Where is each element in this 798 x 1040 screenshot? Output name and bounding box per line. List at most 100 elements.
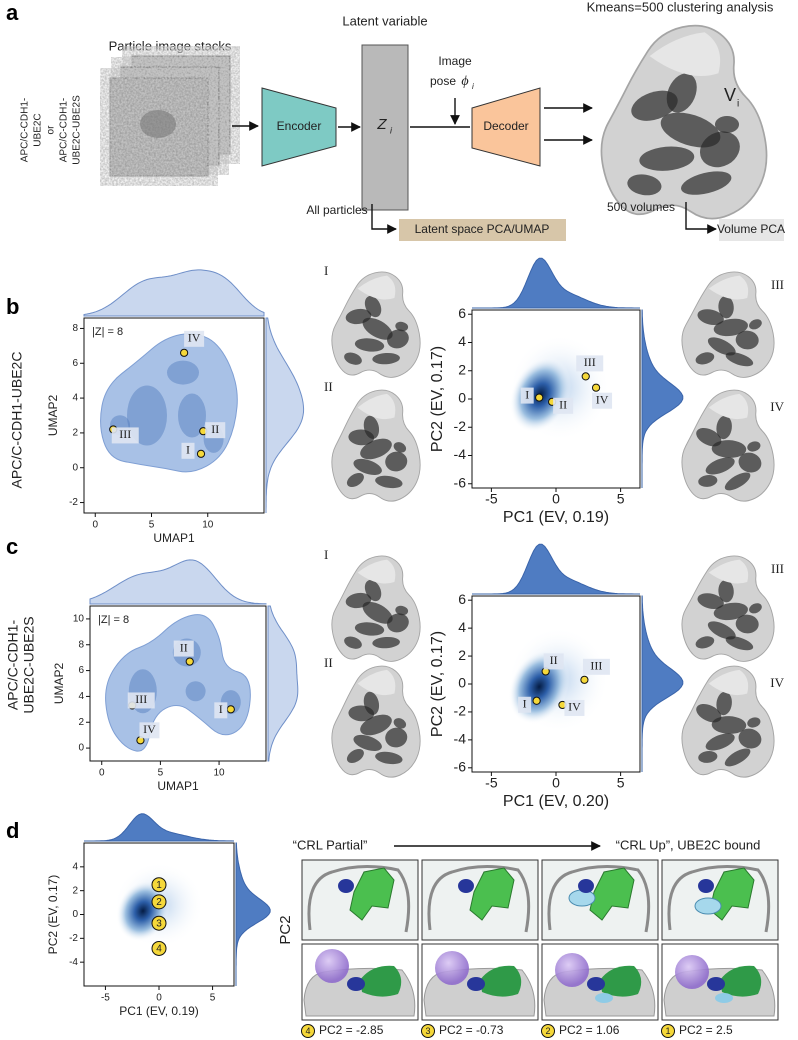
point-marker [151, 915, 167, 931]
x-tick-label: 0 [92, 520, 98, 531]
structure-shadow [364, 295, 382, 318]
y-tick-label: 0 [72, 909, 78, 920]
volume-pca-box [719, 219, 784, 241]
point-marker [580, 675, 589, 684]
plot-area [100, 333, 238, 473]
sample-name: APC/C-CDH1- [20, 98, 31, 162]
structure-shadow [695, 636, 715, 649]
point-marker [185, 657, 194, 666]
point-label: I [525, 387, 529, 401]
thumb-green [480, 965, 522, 997]
structure-shadow [724, 472, 751, 491]
structure-label: I [324, 263, 328, 278]
marginal-density [89, 559, 267, 605]
point-label-box [139, 722, 160, 739]
x-tick-label: 5 [149, 520, 155, 531]
structure-shadow [372, 636, 400, 649]
point-label-box [520, 387, 534, 404]
point-label-box [582, 658, 610, 675]
point-label-box [205, 422, 226, 439]
point-marker [180, 348, 189, 357]
marginal-density [84, 813, 235, 842]
y-tick-label: 4 [458, 619, 466, 635]
marginal-density [472, 257, 640, 309]
caption-number: 1 [665, 1026, 670, 1036]
y-tick-label: -4 [454, 446, 467, 462]
point-label-box [564, 699, 585, 716]
y-tick-label: -2 [454, 418, 467, 434]
caption-marker [541, 1024, 555, 1038]
y-tick-label: 6 [458, 305, 466, 321]
y-tick-label: 0 [458, 675, 466, 691]
structure-shadow [375, 751, 403, 765]
structure-map [600, 24, 768, 220]
row-label: UBE2C-UBE2S [21, 616, 37, 713]
x-tick-label: 5 [158, 768, 164, 779]
y-tick-label: 2 [72, 428, 78, 439]
schematic-thumb [661, 859, 779, 941]
caption-marker [301, 1024, 315, 1038]
point-marker [591, 383, 601, 392]
structure-shadow [749, 319, 762, 330]
right-title: “CRL Up”, UBE2C bound [616, 837, 761, 852]
latent-pca-box [399, 219, 566, 241]
y-tick-label: 2 [78, 717, 84, 728]
structure-shadow [354, 622, 385, 636]
structure-shadow [395, 321, 409, 332]
pose-label: Image [438, 54, 472, 68]
structure-label: I [324, 547, 328, 562]
all-particles: All particles [306, 203, 367, 217]
thumb-green [589, 867, 635, 921]
volumes-500: 500 volumes [607, 200, 675, 214]
structure-map [681, 555, 775, 662]
annotation: |Z| = 8 [98, 614, 129, 626]
point-label: I [186, 443, 190, 457]
structure-shadow [362, 601, 393, 624]
structure-highlight [357, 669, 396, 696]
structure-shadow [716, 691, 732, 716]
y-tick-label: 0 [458, 390, 466, 406]
point-label: 4 [156, 944, 162, 955]
point-label: I [523, 697, 527, 711]
structure-shadow [747, 717, 761, 728]
structure-shadow [363, 415, 380, 439]
structure-highlight [708, 559, 749, 584]
structure-shadow [627, 174, 662, 196]
panel-label: a [6, 0, 19, 25]
y-tick-label: 6 [78, 665, 84, 676]
structure-shadow [372, 352, 400, 365]
marginal-density [267, 605, 299, 762]
point-label-box [543, 653, 564, 670]
marginal-density [641, 595, 684, 772]
latent-title: Latent variable [342, 13, 427, 28]
x-tick-label: -5 [101, 993, 110, 1004]
point-label-box [111, 427, 139, 444]
structure-shadow [660, 112, 721, 148]
structure-shadow [666, 73, 697, 113]
structure-shadow [631, 90, 678, 121]
caption-text: PC2 = -2.85 [319, 1023, 384, 1037]
structure-shadow [707, 621, 736, 640]
thumb-sphere [555, 953, 589, 987]
structure-label: II [324, 379, 333, 394]
caption-text: PC2 = 2.5 [679, 1023, 733, 1037]
render-thumb [541, 943, 659, 1021]
structure-label: III [771, 561, 784, 576]
thumb-blue [347, 977, 365, 991]
caption-marker [421, 1024, 435, 1038]
structure-shadow [735, 614, 759, 634]
caption-number: 4 [305, 1026, 310, 1036]
y-tick-label: 6 [72, 358, 78, 369]
structure-shadow [639, 146, 695, 171]
x-axis-label: PC1 (EV, 0.19) [119, 1004, 199, 1018]
latent-symbol: Z [376, 116, 387, 133]
x-tick-label: 5 [210, 993, 216, 1004]
point-label-box [592, 392, 613, 409]
structure-shadow [713, 602, 748, 621]
structure-shadow [718, 295, 734, 319]
particle [140, 110, 176, 138]
marginal-density [265, 317, 305, 513]
row-label: APC/C-CDH1-UBE2C [9, 352, 25, 489]
structure-highlight [357, 275, 396, 300]
